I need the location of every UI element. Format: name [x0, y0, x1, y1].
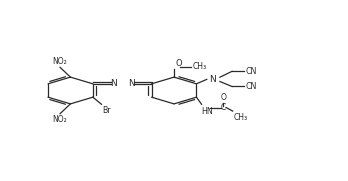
Text: C: C: [221, 103, 226, 112]
Text: NO₂: NO₂: [53, 115, 68, 124]
Text: NO₂: NO₂: [53, 57, 68, 66]
Text: CH₃: CH₃: [193, 62, 207, 71]
Text: CN: CN: [246, 67, 257, 76]
Text: HN: HN: [201, 107, 213, 116]
Text: O: O: [220, 93, 226, 102]
Text: N: N: [110, 79, 117, 88]
Text: Br: Br: [102, 106, 110, 115]
Text: N: N: [128, 79, 134, 88]
Text: N: N: [209, 75, 216, 84]
Text: CN: CN: [246, 82, 257, 91]
Text: O: O: [176, 59, 182, 68]
Text: CH₃: CH₃: [234, 113, 248, 122]
